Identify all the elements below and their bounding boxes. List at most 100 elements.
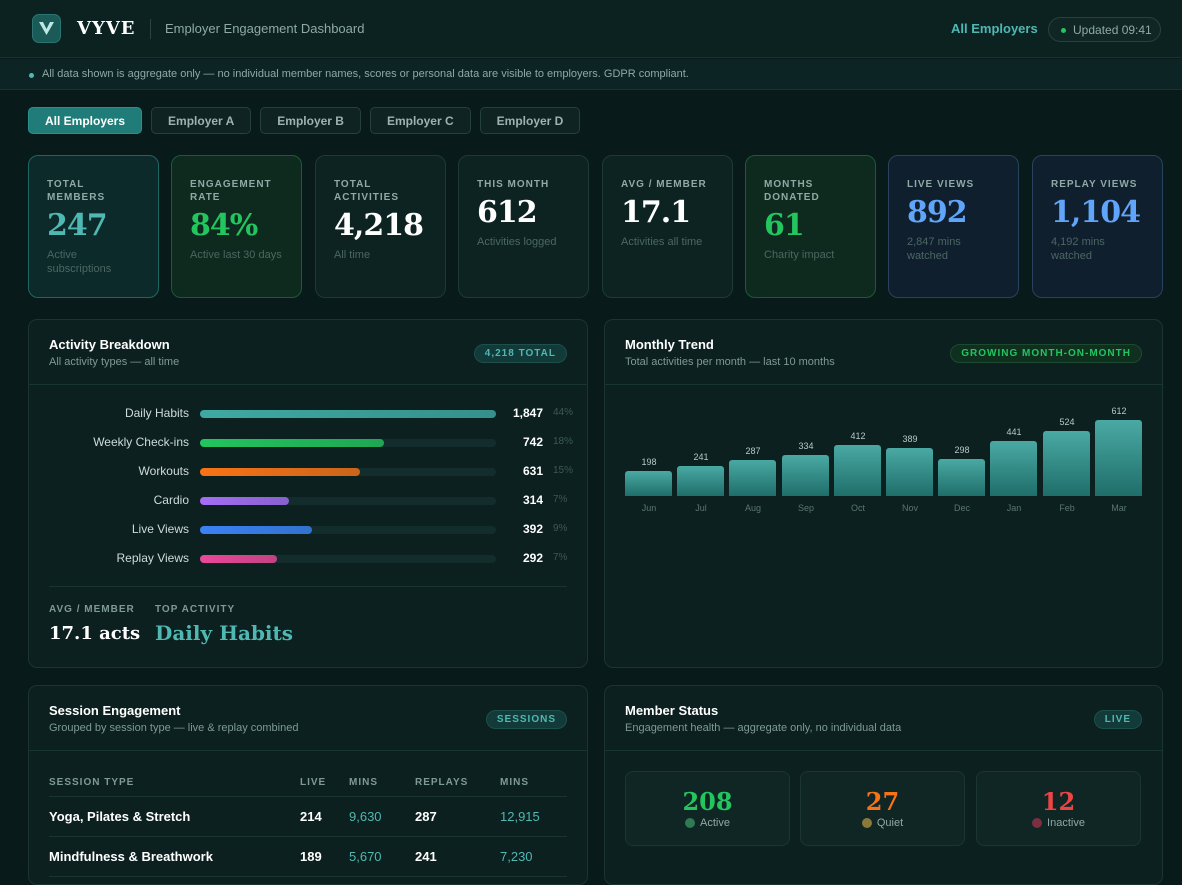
replays-cell: 241 <box>415 836 500 877</box>
activity-label: Cardio <box>153 493 189 507</box>
stat-subtext: 4,192 mins watched <box>1051 236 1105 262</box>
tab-employer-b[interactable]: Employer B <box>260 107 361 134</box>
panel-title: Member Status <box>625 703 719 718</box>
column-header: MINS <box>349 770 415 797</box>
stat-value: 17.1 <box>621 195 691 230</box>
panel-title: Activity Breakdown <box>49 337 170 352</box>
panel-divider <box>29 384 587 385</box>
x-tick-label: Mar <box>1111 503 1127 513</box>
activity-count: 631 <box>522 464 543 478</box>
replays-cell: 287 <box>415 796 500 837</box>
bar-value-label: 241 <box>693 452 709 462</box>
bar-value-label: 198 <box>641 457 657 467</box>
column-header: SESSION TYPE <box>49 770 300 797</box>
status-card-active: 208 Active <box>625 771 790 846</box>
panel-title: Monthly Trend <box>625 337 714 352</box>
chart-bar[interactable] <box>834 445 881 496</box>
monthly-bar-chart: 198 Jun 241 Jul 287 Aug 334 Sep 412 Oct 389 Nov 298 D… <box>625 398 1145 518</box>
x-tick-label: Dec <box>953 503 970 513</box>
stat-card-replay-views: Replay Views 1,104 4,192 mins watched <box>1032 155 1163 298</box>
bar-value-label: 612 <box>1111 406 1127 416</box>
activity-bar-fill <box>200 555 277 563</box>
tab-all-employers[interactable]: All Employers <box>28 107 143 134</box>
live-cell: 189 <box>300 836 349 877</box>
updated-badge: Updated 09:41 <box>1048 17 1161 42</box>
x-tick-label: Oct <box>850 503 865 513</box>
stat-subtext: Charity impact <box>764 249 835 261</box>
logo[interactable] <box>32 14 61 43</box>
panel-divider <box>605 384 1162 385</box>
privacy-notice-text: All data shown is aggregate only — no in… <box>42 68 689 80</box>
status-dot-icon <box>1061 28 1066 33</box>
activity-count: 392 <box>522 522 543 536</box>
bar-value-label: 334 <box>798 441 814 451</box>
stat-label: This Month <box>477 179 550 190</box>
tab-employer-c[interactable]: Employer C <box>369 107 471 134</box>
column-header: LIVE <box>300 770 349 797</box>
chart-bar[interactable] <box>938 459 985 496</box>
stat-label: Replay Views <box>1051 179 1138 190</box>
stat-label: Engagement Rate <box>190 179 272 203</box>
status-label-text: Active <box>700 817 730 829</box>
employer-tabs: All Employers Employer A Employer B Empl… <box>28 107 581 134</box>
stat-label: Months Donated <box>764 179 820 203</box>
session-table: SESSION TYPE LIVE MINS REPLAYS MINS Yoga… <box>49 770 567 877</box>
activity-count: 314 <box>522 493 543 507</box>
stat-card-this-month: This Month 612 Activities logged <box>458 155 589 298</box>
activity-bar-track <box>200 555 496 563</box>
stat-label: Total Activities <box>334 179 400 203</box>
chart-bar[interactable] <box>677 466 724 496</box>
stat-subtext: All time <box>334 249 371 261</box>
stat-subtext: Active subscriptions <box>47 249 112 275</box>
replay-mins-cell: 12,915 <box>500 796 567 837</box>
stat-subtext: Active last 30 days <box>190 249 282 261</box>
chart-bar[interactable] <box>782 455 829 496</box>
activity-bar-track <box>200 439 496 447</box>
status-value: 208 <box>682 787 733 816</box>
panel-divider <box>49 586 567 587</box>
top-activity-value: Daily Habits <box>155 621 294 645</box>
chart-bar[interactable] <box>625 471 672 496</box>
header-divider <box>150 19 151 39</box>
stat-value: 247 <box>47 208 108 243</box>
chart-bar[interactable] <box>886 448 933 496</box>
chart-bar[interactable] <box>729 460 776 496</box>
status-card-inactive: 12 Inactive <box>976 771 1141 846</box>
sessions-badge: SESSIONS <box>485 710 567 729</box>
stat-card-avg-member: Avg / Member 17.1 Activities all time <box>602 155 733 298</box>
page-title: Employer Engagement Dashboard <box>165 21 365 36</box>
monthly-trend-panel: Monthly Trend Total activities per month… <box>604 319 1163 668</box>
avg-member-label: AVG / MEMBER <box>49 604 135 615</box>
top-activity-label: TOP ACTIVITY <box>155 604 236 615</box>
employer-selector-link[interactable]: All Employers <box>951 21 1038 36</box>
activity-bar-fill <box>200 468 360 476</box>
avg-member-value: 17.1 acts <box>49 623 141 644</box>
chart-bar[interactable] <box>1095 420 1142 496</box>
active-dot-icon <box>685 818 696 828</box>
activity-label: Live Views <box>131 522 189 536</box>
vyve-logo-icon <box>39 22 54 35</box>
x-tick-label: Jan <box>1006 503 1022 513</box>
activity-count: 742 <box>522 435 543 449</box>
stat-value: 84% <box>190 208 258 243</box>
activity-bar-fill <box>200 410 496 418</box>
brand-name: VYVE <box>77 18 136 39</box>
panel-subtitle: Engagement health — aggregate only, no i… <box>625 722 902 734</box>
live-mins-cell: 5,670 <box>349 836 415 877</box>
x-tick-label: Feb <box>1059 503 1075 513</box>
x-tick-label: Nov <box>901 503 918 513</box>
bar-value-label: 389 <box>902 434 918 444</box>
stat-subtext: 2,847 mins watched <box>907 236 961 262</box>
total-badge: 4,218 TOTAL <box>473 344 567 363</box>
avg-member-block: AVG / MEMBER 17.1 acts <box>49 604 140 644</box>
privacy-notice: All data shown is aggregate only — no in… <box>0 59 1182 90</box>
tab-employer-a[interactable]: Employer A <box>151 107 252 134</box>
chart-bar[interactable] <box>1043 431 1090 496</box>
stat-card-total-members: Total Members 247 Active subscriptions <box>28 155 159 298</box>
stat-value: 1,104 <box>1051 195 1141 230</box>
tab-employer-d[interactable]: Employer D <box>479 107 581 134</box>
status-label: Inactive <box>977 817 1140 829</box>
chart-bar[interactable] <box>990 441 1037 496</box>
activity-row: Cardio 314 7% <box>49 491 579 511</box>
activity-percent: 15% <box>553 465 574 476</box>
